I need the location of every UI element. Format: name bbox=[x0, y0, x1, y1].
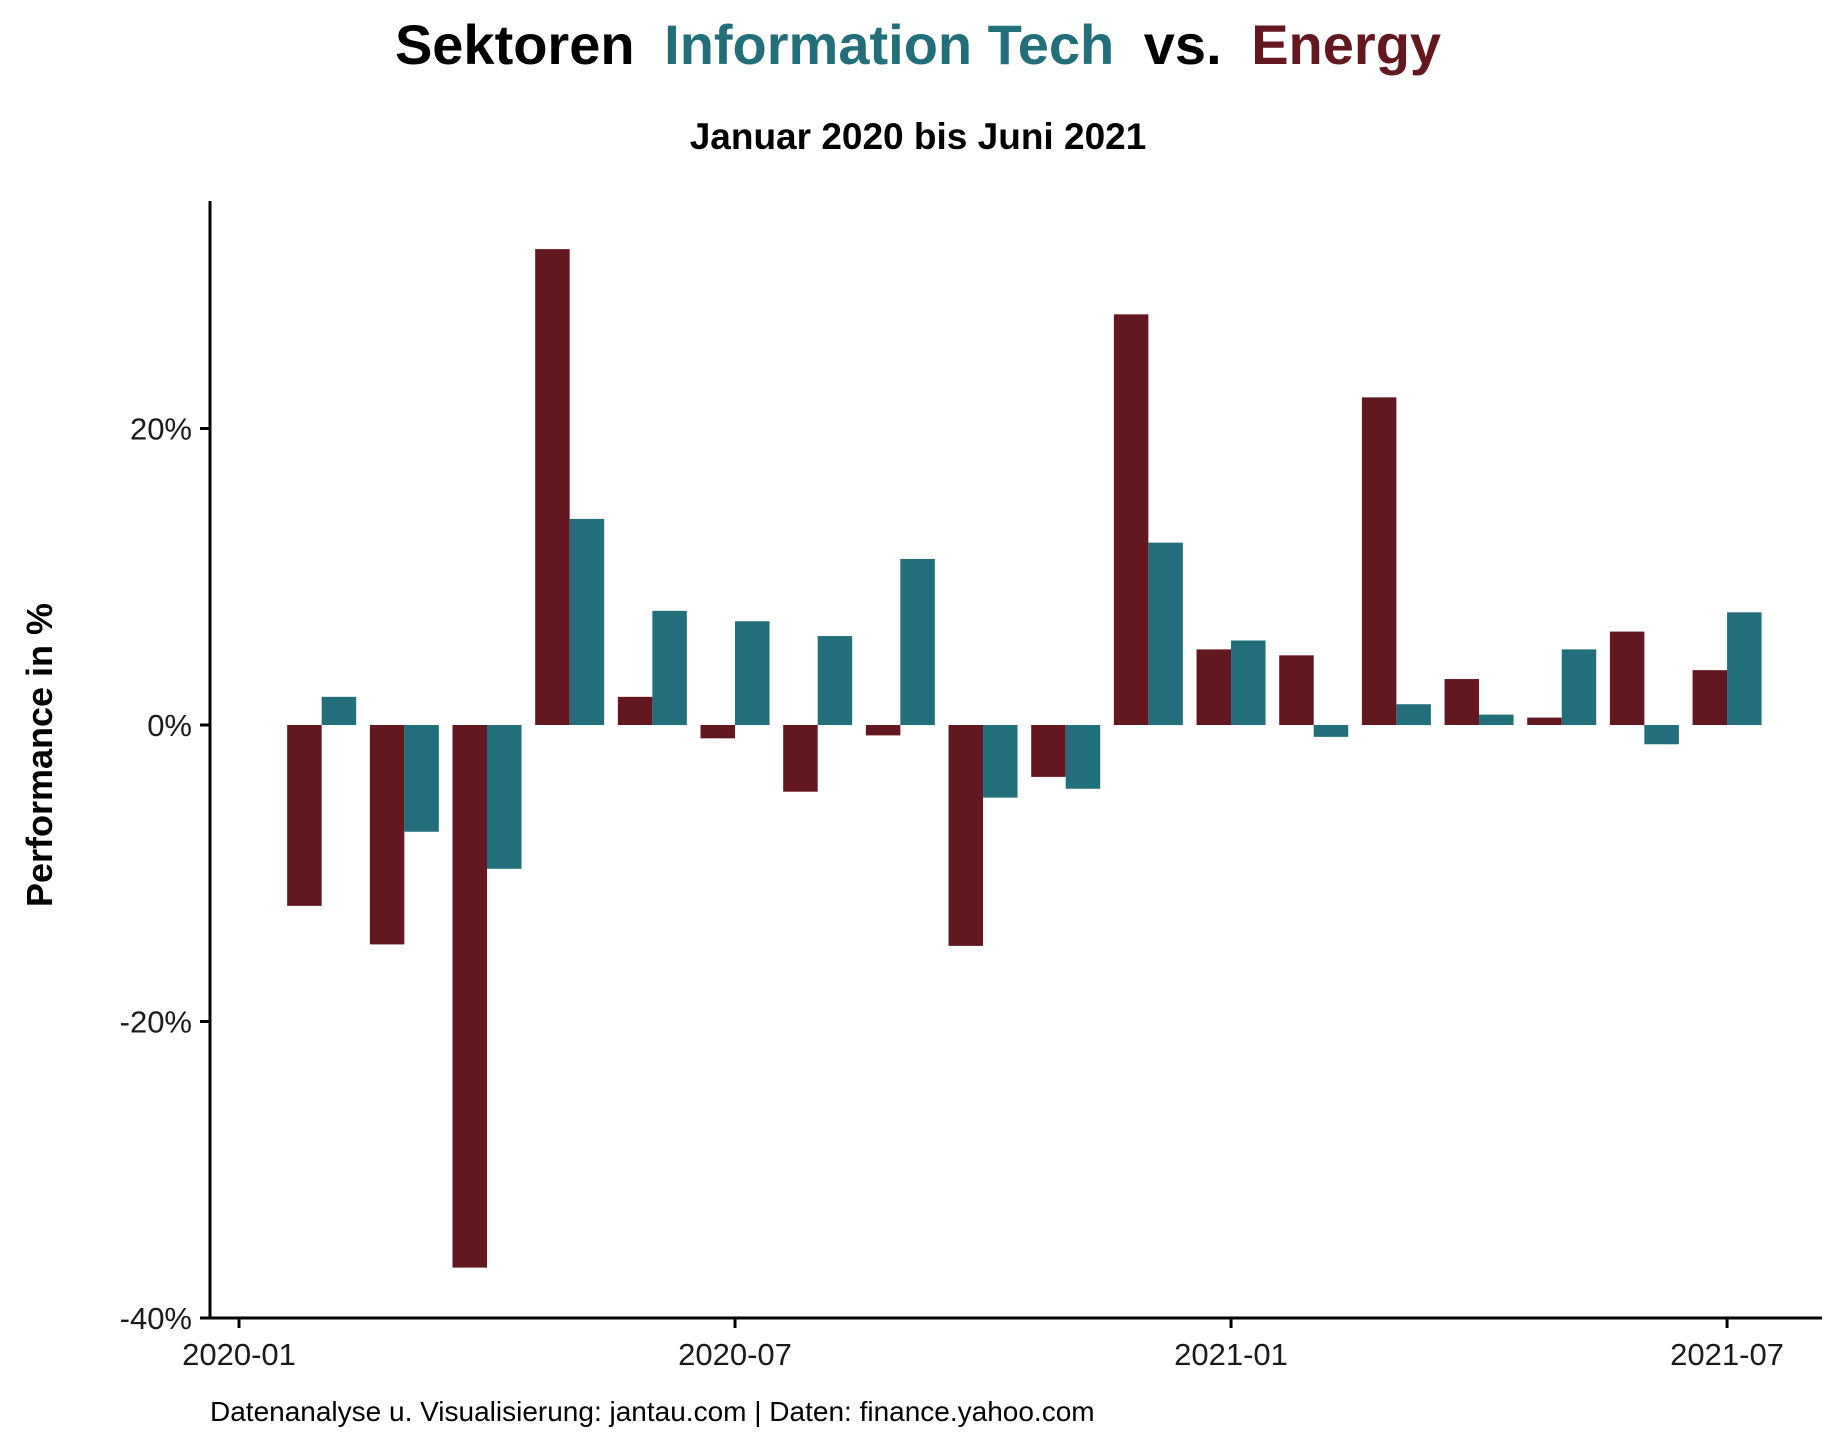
energy-bar-2021-02 bbox=[1279, 655, 1314, 725]
information-tech-bar-2021-02 bbox=[1313, 725, 1349, 737]
title-part-vs: vs. bbox=[1144, 13, 1222, 76]
title-part-sektoren: Sektoren bbox=[395, 13, 635, 76]
title-part-energy: Energy bbox=[1251, 13, 1441, 76]
energy-bar-2020-12 bbox=[1113, 314, 1149, 725]
information-tech-bar-2020-03 bbox=[404, 725, 439, 832]
energy-bar-2021-06 bbox=[1609, 631, 1645, 725]
x-tick-label: 2021-01 bbox=[1174, 1337, 1288, 1372]
energy-bar-2020-08 bbox=[783, 725, 818, 792]
chart-subtitle: Januar 2020 bis Juni 2021 bbox=[690, 116, 1147, 157]
x-tick-label: 2020-01 bbox=[182, 1337, 296, 1372]
information-tech-bar-2020-11 bbox=[1065, 725, 1101, 789]
energy-bar-2020-10 bbox=[948, 725, 984, 946]
y-tick-label: -40% bbox=[120, 1301, 192, 1336]
energy-bar-2021-07 bbox=[1692, 670, 1728, 725]
energy-bar-2020-03 bbox=[369, 725, 405, 945]
chart-title: Sektoren Information Tech vs. Energy bbox=[395, 13, 1441, 76]
energy-bar-2021-01 bbox=[1196, 649, 1232, 725]
information-tech-bar-2021-05 bbox=[1561, 649, 1597, 725]
y-tick-label: -20% bbox=[120, 1005, 192, 1040]
information-tech-bar-2020-10 bbox=[983, 725, 1018, 798]
bar-series bbox=[287, 249, 1762, 1268]
energy-bar-2020-07 bbox=[700, 725, 736, 739]
information-tech-bar-2020-04 bbox=[487, 725, 522, 869]
energy-bar-2020-05 bbox=[535, 249, 570, 725]
energy-bar-2020-06 bbox=[617, 696, 653, 725]
data-source-caption: Datenanalyse u. Visualisierung: jantau.c… bbox=[210, 1396, 1095, 1427]
energy-bar-2021-05 bbox=[1527, 717, 1562, 725]
information-tech-bar-2021-04 bbox=[1479, 714, 1514, 725]
y-axis-label: Performance in % bbox=[19, 603, 60, 907]
energy-bar-2020-09 bbox=[865, 725, 901, 736]
information-tech-bar-2020-08 bbox=[817, 636, 853, 725]
information-tech-bar-2020-06 bbox=[652, 610, 687, 725]
energy-bar-2020-04 bbox=[452, 725, 488, 1268]
title-part-information-tech: Information Tech bbox=[664, 13, 1114, 76]
information-tech-bar-2021-01 bbox=[1231, 640, 1266, 725]
energy-bar-2020-02 bbox=[287, 725, 322, 906]
x-tick-label: 2020-07 bbox=[678, 1337, 792, 1372]
information-tech-bar-2020-05 bbox=[569, 518, 605, 725]
information-tech-bar-2020-09 bbox=[900, 558, 935, 725]
energy-bar-2021-04 bbox=[1444, 679, 1480, 725]
information-tech-bar-2020-02 bbox=[321, 696, 357, 725]
information-tech-bar-2021-06 bbox=[1644, 725, 1679, 745]
information-tech-bar-2020-12 bbox=[1148, 542, 1183, 725]
y-tick-label: 0% bbox=[147, 708, 192, 743]
information-tech-bar-2021-07 bbox=[1727, 612, 1762, 725]
x-tick-label: 2021-07 bbox=[1670, 1337, 1784, 1372]
information-tech-bar-2021-03 bbox=[1396, 704, 1431, 725]
energy-bar-2021-03 bbox=[1361, 397, 1397, 725]
x-axis-ticks: 2020-01 2020-07 2021-01 2021-07 bbox=[182, 1318, 1784, 1372]
y-axis-ticks: -40% -20% 0% 20% bbox=[120, 412, 210, 1336]
energy-bar-2020-11 bbox=[1031, 725, 1066, 777]
information-tech-bar-2020-07 bbox=[735, 621, 770, 725]
y-tick-label: 20% bbox=[130, 412, 192, 447]
